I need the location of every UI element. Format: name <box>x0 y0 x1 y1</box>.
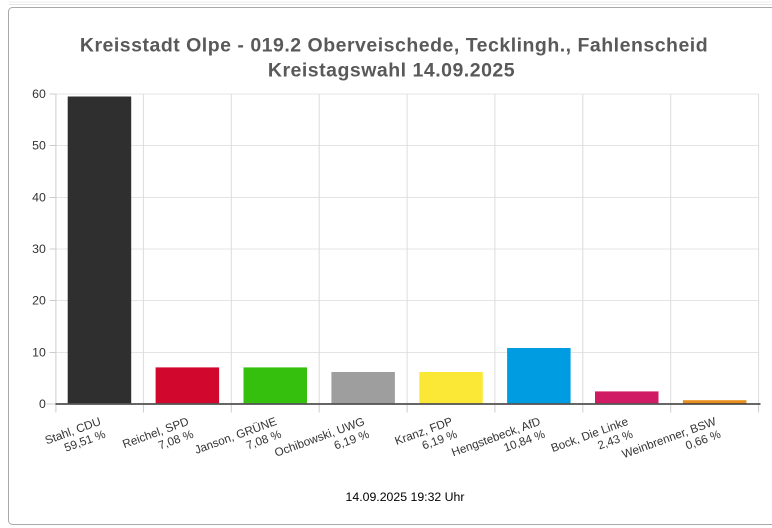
svg-text:30: 30 <box>32 242 46 256</box>
svg-text:20: 20 <box>32 294 46 308</box>
svg-text:14.09.2025 19:32 Uhr: 14.09.2025 19:32 Uhr <box>346 490 465 504</box>
svg-text:0: 0 <box>39 397 46 411</box>
svg-text:Kreistagswahl 14.09.2025: Kreistagswahl 14.09.2025 <box>268 60 515 82</box>
svg-text:40: 40 <box>32 191 46 205</box>
svg-text:Kreisstadt Olpe - 019.2 Oberve: Kreisstadt Olpe - 019.2 Oberveischede, T… <box>80 35 708 57</box>
svg-text:50: 50 <box>32 139 46 153</box>
svg-text:60: 60 <box>32 87 46 101</box>
svg-text:10: 10 <box>32 346 46 360</box>
